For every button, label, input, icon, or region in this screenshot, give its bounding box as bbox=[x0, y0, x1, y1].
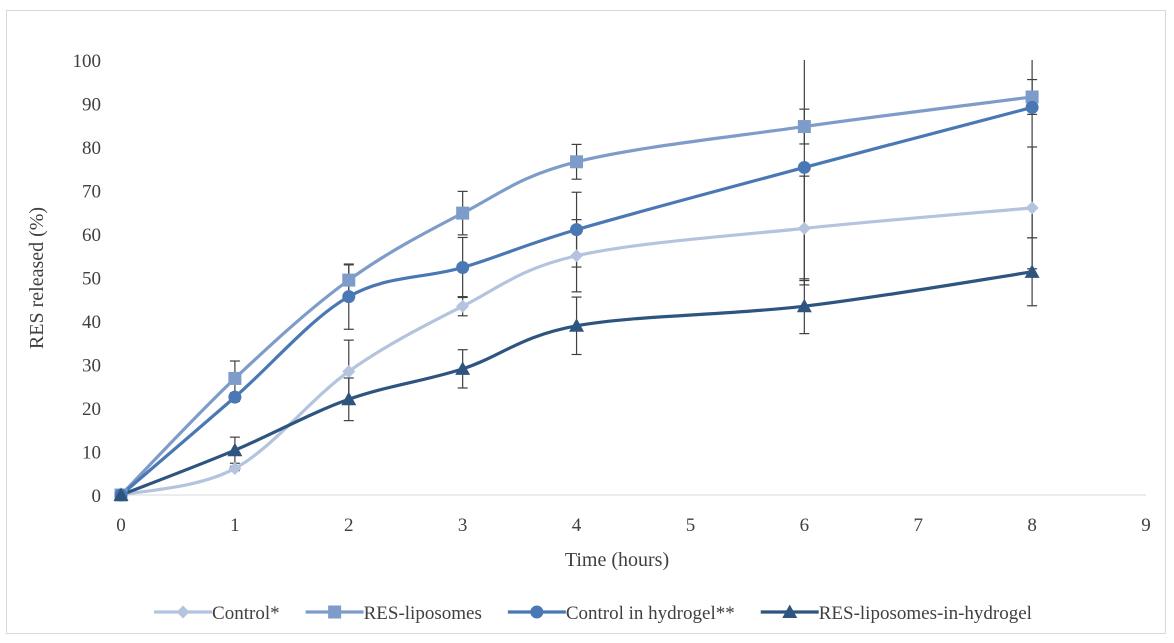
legend-label: RES-liposomes bbox=[364, 603, 482, 624]
data-point-control bbox=[1025, 201, 1039, 215]
y-tick-label: 40 bbox=[82, 312, 101, 333]
legend-swatch-marker bbox=[530, 605, 544, 619]
y-tick-label: 0 bbox=[92, 486, 102, 507]
data-point-control bbox=[342, 364, 356, 378]
data-point-res-liposomes-in-hydrogel bbox=[341, 391, 357, 406]
legend-item-res-liposomes: RES-liposomes bbox=[305, 603, 482, 624]
y-tick-label: 30 bbox=[82, 356, 101, 377]
data-point-control bbox=[456, 299, 470, 313]
data-point-res-liposomes bbox=[342, 273, 356, 287]
legend-swatch-marker bbox=[328, 605, 342, 619]
data-point-res-liposomes-in-hydrogel bbox=[113, 487, 129, 501]
data-point-res-liposomes bbox=[1025, 90, 1039, 104]
data-point-res-liposomes bbox=[797, 120, 811, 134]
y-tick-label: 20 bbox=[82, 399, 101, 420]
legend-swatch-marker bbox=[782, 604, 798, 618]
data-point-res-liposomes-in-hydrogel bbox=[1024, 264, 1040, 278]
x-tick-label: 9 bbox=[1141, 515, 1151, 536]
data-point-res-liposomes-in-hydrogel bbox=[455, 361, 471, 375]
legend-item-control-in-hydrogel: Control in hydrogel** bbox=[507, 603, 735, 624]
legend-label: Control in hydrogel** bbox=[566, 603, 735, 624]
y-axis-title: RES released (%) bbox=[26, 207, 48, 349]
data-point-control bbox=[797, 221, 811, 235]
y-tick-label: 80 bbox=[82, 138, 101, 159]
data-point-control-in-hydrogel bbox=[797, 160, 811, 174]
legend-swatch-marker bbox=[176, 605, 190, 619]
data-point-control-in-hydrogel bbox=[570, 223, 584, 237]
data-point-res-liposomes-in-hydrogel bbox=[227, 442, 243, 457]
legend-item-control: Control* bbox=[154, 603, 280, 624]
x-tick-label: 6 bbox=[800, 515, 810, 536]
y-tick-label: 10 bbox=[82, 443, 101, 464]
legend: Control* RES-liposomes Control in hydrogel… bbox=[154, 603, 1032, 624]
data-point-res-liposomes-in-hydrogel bbox=[569, 318, 585, 332]
data-point-control-in-hydrogel bbox=[342, 290, 356, 304]
x-axis-title: Time (hours) bbox=[565, 549, 669, 571]
x-tick-label: 7 bbox=[913, 515, 923, 536]
data-point-res-liposomes bbox=[456, 206, 470, 220]
x-tick-label: 8 bbox=[1027, 515, 1037, 536]
y-tick-label: 50 bbox=[82, 269, 101, 290]
y-tick-label: 70 bbox=[82, 182, 101, 203]
data-point-res-liposomes-in-hydrogel bbox=[796, 298, 812, 313]
x-tick-label: 3 bbox=[458, 515, 468, 536]
data-point-control-in-hydrogel bbox=[228, 390, 242, 404]
x-tick-label: 5 bbox=[686, 515, 696, 536]
legend-label: RES-liposomes-in-hydrogel bbox=[819, 603, 1032, 624]
series-line-control bbox=[119, 206, 1034, 497]
data-point-control bbox=[228, 461, 242, 475]
x-tick-label: 0 bbox=[116, 515, 126, 536]
chart-frame bbox=[6, 10, 1166, 634]
series-markers bbox=[113, 90, 1040, 502]
x-tick-label: 1 bbox=[230, 515, 240, 536]
y-tick-label: 100 bbox=[73, 51, 102, 72]
data-point-control bbox=[570, 249, 584, 263]
x-tick-label: 4 bbox=[572, 515, 582, 536]
legend-item-res-liposomes-in-hydrogel: RES-liposomes-in-hydrogel bbox=[760, 603, 1032, 624]
y-tick-label: 90 bbox=[82, 95, 101, 116]
y-tick-label: 60 bbox=[82, 225, 101, 246]
legend-label: Control* bbox=[212, 603, 280, 624]
data-point-control-in-hydrogel bbox=[456, 260, 470, 274]
data-point-control-in-hydrogel bbox=[1025, 100, 1039, 114]
x-tick-label: 2 bbox=[344, 515, 354, 536]
data-point-res-liposomes bbox=[228, 371, 242, 385]
data-point-res-liposomes bbox=[570, 155, 584, 169]
error-bars bbox=[229, 60, 1038, 472]
